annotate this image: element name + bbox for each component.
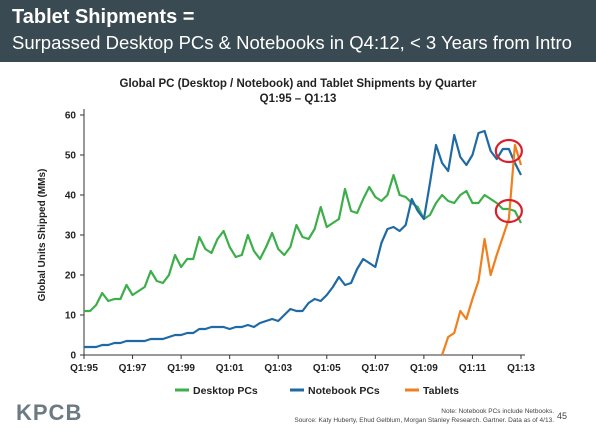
legend-label: Tablets xyxy=(423,385,459,397)
x-tick-label: Q1:13 xyxy=(507,363,535,374)
tablets-line xyxy=(441,143,523,356)
y-tick-label: 30 xyxy=(65,231,77,242)
notebook-pcs-line xyxy=(84,129,522,349)
highlight-circle-1 xyxy=(494,138,523,164)
legend-notebook-pcs: Notebook PCs xyxy=(290,385,380,397)
y-tick-label: 20 xyxy=(65,271,77,282)
y-tick-label: 50 xyxy=(65,151,77,162)
x-tick-label: Q1:03 xyxy=(264,363,292,374)
y-axis-label: Global Units Shipped (MMs) xyxy=(37,169,48,302)
x-tick-label: Q1:97 xyxy=(119,363,147,374)
y-tick-label: 40 xyxy=(65,191,77,202)
desktop-pcs-line xyxy=(84,173,522,313)
highlight-circle-2 xyxy=(494,198,523,224)
x-tick-label: Q1:99 xyxy=(167,363,195,374)
kpcb-logo: KPCB xyxy=(16,400,83,425)
x-tick-label: Q1:09 xyxy=(410,363,438,374)
x-tick-label: Q1:07 xyxy=(361,363,389,374)
chart-subtitle: Q1:95 – Q1:13 xyxy=(260,93,337,105)
slide-subtitle: Surpassed Desktop PCs & Notebooks in Q4:… xyxy=(12,32,572,53)
page-number: 45 xyxy=(557,411,568,421)
footnote-note: Note: Notebook PCs include Netbooks. xyxy=(441,408,554,415)
footnote-source: Source: Katy Huberty, Ehud Gelblum, Morg… xyxy=(294,417,554,424)
legend-label: Notebook PCs xyxy=(308,385,380,397)
x-tick-label: Q1:05 xyxy=(313,363,341,374)
shipments-chart: Global PC (Desktop / Notebook) and Table… xyxy=(37,78,535,397)
slide-title: Tablet Shipments = xyxy=(12,6,195,28)
x-tick-label: Q1:95 xyxy=(70,363,98,374)
x-tick-label: Q1:11 xyxy=(459,363,487,374)
y-tick-label: 10 xyxy=(65,311,77,322)
y-tick-label: 0 xyxy=(70,351,76,362)
legend-desktop-pcs: Desktop PCs xyxy=(175,385,258,397)
x-tick-label: Q1:01 xyxy=(216,363,244,374)
legend-label: Desktop PCs xyxy=(193,385,258,397)
slide-header: Tablet Shipments = Surpassed Desktop PCs… xyxy=(0,0,596,62)
legend-tablets: Tablets xyxy=(405,385,459,397)
y-tick-label: 60 xyxy=(65,111,77,122)
chart-title: Global PC (Desktop / Notebook) and Table… xyxy=(120,78,477,90)
